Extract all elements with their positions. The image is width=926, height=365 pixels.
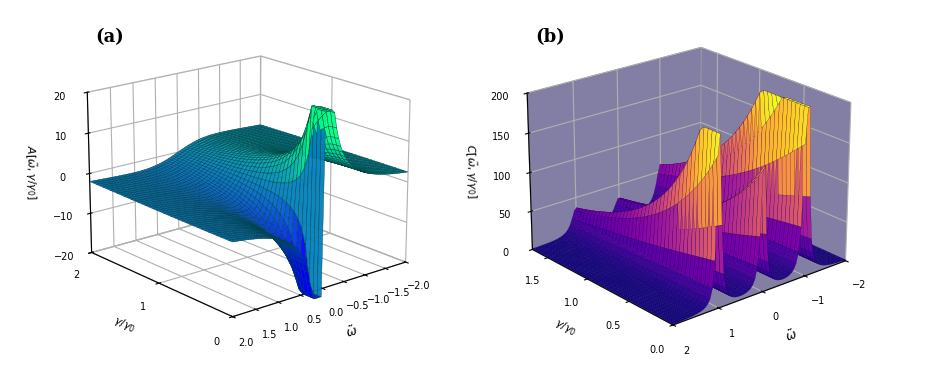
X-axis label: $\tilde{\omega}$: $\tilde{\omega}$ [783, 328, 800, 345]
Y-axis label: $\gamma/\gamma_0$: $\gamma/\gamma_0$ [552, 316, 579, 339]
X-axis label: $\tilde{\omega}$: $\tilde{\omega}$ [344, 323, 360, 341]
Y-axis label: $\gamma/\gamma_0$: $\gamma/\gamma_0$ [111, 313, 138, 336]
Text: (b): (b) [536, 28, 566, 46]
Text: (a): (a) [95, 28, 124, 46]
